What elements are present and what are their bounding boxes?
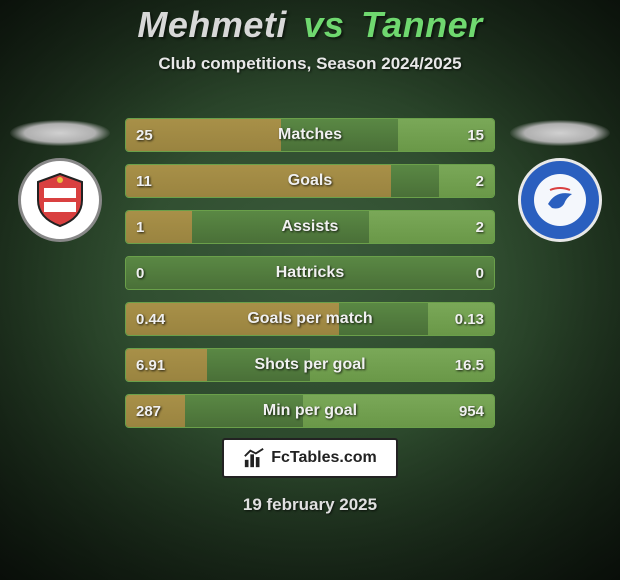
right-badge-block bbox=[510, 120, 610, 242]
ellipse-shadow-icon bbox=[10, 120, 110, 146]
stat-right-value: 0.13 bbox=[445, 303, 494, 335]
stats-bars: 25Matches1511Goals21Assists20Hattricks00… bbox=[125, 118, 495, 440]
bird-crest-icon bbox=[530, 170, 590, 230]
stat-row: 6.91Shots per goal16.5 bbox=[125, 348, 495, 382]
stat-label: Hattricks bbox=[126, 257, 494, 289]
stat-label: Matches bbox=[126, 119, 494, 151]
title-player2: Tanner bbox=[361, 4, 483, 45]
stat-row: 287Min per goal954 bbox=[125, 394, 495, 428]
stat-label: Shots per goal bbox=[126, 349, 494, 381]
title-vs: vs bbox=[303, 4, 344, 45]
left-club-crest-icon bbox=[18, 158, 102, 242]
subtitle: Club competitions, Season 2024/2025 bbox=[0, 54, 620, 74]
stat-right-value: 2 bbox=[466, 165, 494, 197]
stat-label: Assists bbox=[126, 211, 494, 243]
fctables-logo: FcTables.com bbox=[222, 438, 398, 478]
left-badge-block bbox=[10, 120, 110, 242]
stat-label: Goals bbox=[126, 165, 494, 197]
stat-right-value: 16.5 bbox=[445, 349, 494, 381]
shield-crest-icon bbox=[30, 170, 90, 230]
ellipse-shadow-icon bbox=[510, 120, 610, 146]
stat-label: Goals per match bbox=[126, 303, 494, 335]
stat-right-value: 2 bbox=[466, 211, 494, 243]
chart-bars-icon bbox=[243, 447, 265, 469]
stat-right-value: 15 bbox=[457, 119, 494, 151]
stat-row: 1Assists2 bbox=[125, 210, 495, 244]
stat-row: 25Matches15 bbox=[125, 118, 495, 152]
page-title: Mehmeti vs Tanner bbox=[0, 0, 620, 46]
stat-right-value: 954 bbox=[449, 395, 494, 427]
right-club-crest-icon bbox=[518, 158, 602, 242]
title-player1: Mehmeti bbox=[137, 4, 287, 45]
stat-label: Min per goal bbox=[126, 395, 494, 427]
stat-row: 0.44Goals per match0.13 bbox=[125, 302, 495, 336]
stat-right-value: 0 bbox=[466, 257, 494, 289]
logo-text: FcTables.com bbox=[271, 449, 377, 467]
date-text: 19 february 2025 bbox=[0, 495, 620, 515]
stat-row: 11Goals2 bbox=[125, 164, 495, 198]
content-wrap: Mehmeti vs Tanner Club competitions, Sea… bbox=[0, 0, 620, 580]
stat-row: 0Hattricks0 bbox=[125, 256, 495, 290]
